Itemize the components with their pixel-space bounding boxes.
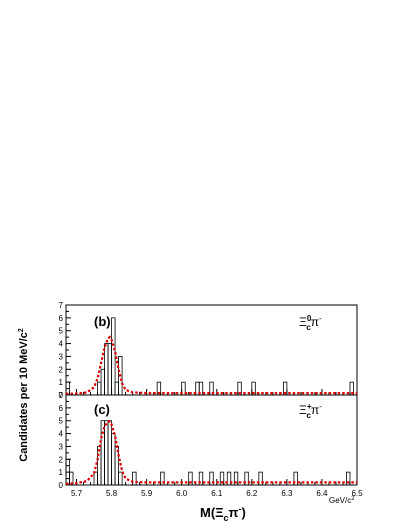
x-axis-unit-sup: 2: [351, 496, 355, 502]
histogram-bin: [69, 471, 74, 486]
panel-c: 0 1 2 3 4 5 6 7 5.7 5.8 5.9 6.0 6.1 6.2 6.3 6.4 6.5 (c)…: [59, 391, 364, 498]
x-axis-label-sup: -: [239, 504, 242, 514]
panel-b-channel-sub: c: [306, 323, 311, 332]
histogram-bin: [258, 471, 263, 486]
histogram-bin: [107, 420, 112, 486]
histogram-bin: [226, 471, 232, 486]
x-tick-label: 5.7: [71, 489, 83, 498]
histogram-bin: [97, 381, 102, 396]
histogram-bin: [209, 471, 214, 486]
panel-b-channel-sup: 0: [307, 314, 312, 323]
histogram-bin: [188, 471, 193, 486]
histogram-bin: [160, 471, 165, 486]
y-tick-label: 7: [59, 391, 64, 400]
histogram-bin: [219, 471, 225, 486]
y-tick-label: 2: [59, 365, 64, 374]
y-tick-label: 6: [59, 404, 64, 413]
panel-c-channel-pisup: -: [319, 402, 322, 411]
y-axis-label-sup: 2: [18, 328, 25, 332]
histogram-bin: [244, 471, 249, 486]
y-tick-label: 1: [59, 468, 64, 477]
panel-c-channel-pi: π: [311, 403, 319, 417]
x-tick-label: 6.1: [211, 489, 223, 498]
y-tick-label: 0: [59, 481, 64, 490]
panel-c-channel-xi: Ξ: [299, 403, 307, 417]
fit-curve: [66, 335, 357, 395]
panel-b-tag: (b): [94, 314, 111, 329]
y-tick-label: 3: [59, 352, 64, 361]
x-axis-unit: GeV/c2: [329, 496, 355, 505]
panel-c-channel-sub: c: [306, 411, 311, 420]
x-axis-label-close: ): [242, 505, 246, 520]
histogram-bin: [107, 343, 112, 396]
y-tick-label: 4: [59, 340, 64, 349]
x-axis-label-main: M(Ξ: [200, 505, 224, 520]
panel-b-channel-pisup: -: [319, 314, 322, 323]
histogram-bin: [97, 446, 102, 486]
y-tick-label: 4: [59, 430, 64, 439]
panel-b-channel-label: Ξ0 cπ-: [299, 314, 322, 332]
panel-b-yticks: 0 1 2 3 4 5 6 7: [59, 301, 71, 400]
histogram-bin: [100, 420, 105, 486]
histogram-bin: [118, 471, 123, 486]
panel-b-fit: [66, 335, 357, 395]
panel-c-tag: (c): [94, 402, 110, 417]
panel-b-channel-xi: Ξ: [299, 315, 307, 329]
x-tick-label: 6.5: [351, 489, 363, 498]
x-tick-label: 5.9: [141, 489, 153, 498]
y-tick-label: 6: [59, 314, 64, 323]
y-tick-label: 5: [59, 417, 64, 426]
histogram-bin: [104, 343, 109, 396]
histogram-bin: [114, 381, 119, 396]
x-axis-unit-main: GeV/c: [329, 496, 351, 505]
histogram-bin: [233, 471, 239, 486]
histogram-bin: [293, 471, 298, 486]
histogram-bin: [198, 471, 204, 486]
fit-curve: [65, 420, 357, 485]
x-tick-label: 5.8: [106, 489, 118, 498]
x-tick-label: 6.3: [281, 489, 293, 498]
panel-c-channel-sup: +: [307, 402, 312, 411]
x-axis-label-pi: π: [229, 505, 239, 520]
x-tick-label: 6.2: [246, 489, 258, 498]
histogram-bin: [111, 317, 116, 396]
y-axis-label-text: Candidates per 10 MeV/c: [18, 332, 30, 462]
histogram-bin: [132, 471, 137, 486]
panel-c-histogram: [65, 420, 351, 486]
x-tick-label: 6.4: [316, 489, 328, 498]
x-axis-label-sub: c: [224, 513, 229, 523]
panel-c-yticks: 0 1 2 3 4 5 6 7: [59, 391, 71, 490]
y-tick-label: 1: [59, 378, 64, 387]
y-tick-label: 5: [59, 327, 64, 336]
histogram-bin: [346, 471, 351, 486]
y-tick-label: 7: [59, 301, 64, 310]
histogram-bin: [100, 368, 105, 396]
histogram-bin: [104, 420, 109, 486]
panel-c-fit: [65, 420, 357, 485]
histogram-bin: [111, 433, 116, 486]
y-tick-label: 2: [59, 455, 64, 464]
x-axis-label: M(Ξcπ-): [200, 504, 246, 523]
panel-c-xticks: 5.7 5.8 5.9 6.0 6.1 6.2 6.3 6.4 6.5: [69, 479, 363, 498]
y-tick-label: 3: [59, 442, 64, 451]
y-axis-label: Candidates per 10 MeV/c2: [18, 328, 30, 462]
y-tick-label: 0: [59, 391, 64, 400]
panel-b-channel-pi: π: [311, 315, 319, 329]
x-tick-label: 6.0: [176, 489, 188, 498]
panel-c-channel-label: Ξ+ cπ-: [299, 402, 322, 420]
